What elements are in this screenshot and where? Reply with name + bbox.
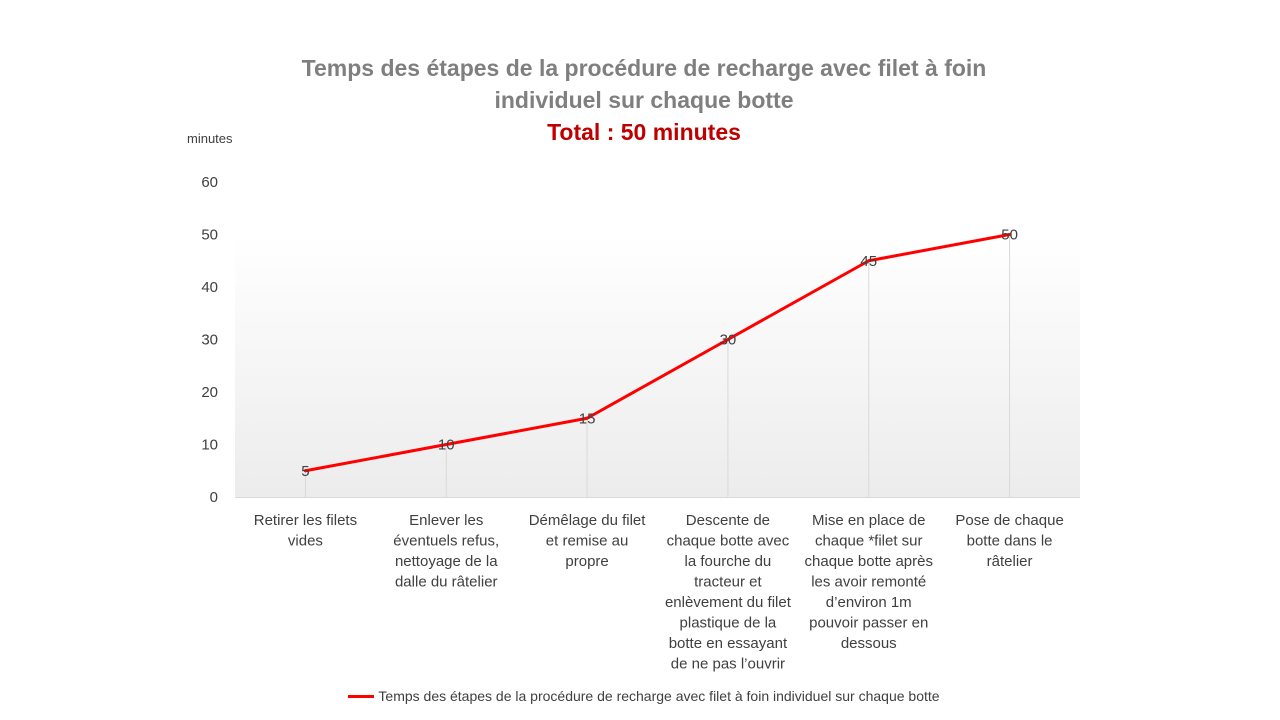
x-category-label: Retirer les filets vides	[254, 512, 357, 550]
series-line	[303, 233, 1012, 473]
data-label: 10	[438, 437, 455, 454]
x-category-label-line: enlèvement du filet	[665, 594, 792, 611]
x-category-label-line: éventuels refus,	[393, 533, 499, 550]
x-category-label-line: Retirer les filets	[254, 512, 357, 529]
x-category-label-line: et remise au	[546, 533, 629, 550]
data-point	[726, 338, 730, 341]
data-label: 30	[720, 332, 737, 349]
data-label: 50	[1001, 227, 1018, 244]
x-axis: Retirer les filets vides Enlever les éventu…	[254, 512, 1064, 673]
x-category-label-line: dessous	[841, 635, 897, 652]
y-tick-label: 20	[201, 384, 218, 401]
x-category-label-line: la fourche du	[685, 553, 772, 570]
chart-subtitle: Total : 50 minutes	[547, 119, 741, 145]
y-axis: 0 10 20 30 40 50 60	[201, 174, 218, 506]
chart-title-line-2: individuel sur chaque botte	[494, 87, 794, 113]
x-category-label: Descente de chaque botte avec la fourche d…	[665, 512, 792, 673]
x-category-label-line: plastique de la	[680, 615, 777, 632]
y-tick-label: 50	[201, 227, 218, 244]
legend-label: Temps des étapes de la procédure de rech…	[378, 688, 940, 704]
y-tick-label: 10	[201, 437, 218, 454]
x-category-label-line: Enlever les	[409, 512, 483, 529]
x-category-label-line: pouvoir passer en	[809, 615, 928, 632]
y-tick-label: 60	[201, 174, 218, 191]
y-axis-unit-label: minutes	[187, 131, 233, 146]
x-category-label-line: chaque botte avec	[667, 533, 790, 550]
x-category-label-line: les avoir remonté	[811, 574, 926, 591]
x-category-label-line: Pose de chaque	[955, 512, 1063, 529]
y-tick-label: 0	[210, 489, 218, 506]
data-labels: 5 10 15 30 45 50	[301, 227, 1018, 480]
x-category-label-line: vides	[288, 533, 323, 550]
x-category-label: Enlever les éventuels refus, nettoyage de …	[393, 512, 499, 591]
x-category-label-line: chaque *filet sur	[815, 533, 923, 550]
data-point	[1008, 233, 1012, 236]
x-category-label-line: Mise en place de	[812, 512, 925, 529]
x-category-label-line: propre	[565, 553, 608, 570]
x-category-label: Démêlage du filet et remise au propre	[529, 512, 647, 570]
x-category-label-line: de ne pas l’ouvrir	[671, 656, 785, 673]
y-tick-label: 30	[201, 332, 218, 349]
data-point	[585, 416, 589, 420]
x-category-label-line: dalle du râtelier	[395, 574, 498, 591]
drop-lines	[304, 234, 1011, 497]
x-category-label-line: botte en essayant	[669, 635, 788, 652]
x-category-label-line: tracteur et	[694, 574, 762, 591]
legend-swatch	[348, 694, 375, 698]
x-category-label-line: Descente de	[686, 512, 770, 529]
plot-area	[235, 234, 1080, 497]
data-point	[444, 443, 448, 446]
y-tick-label: 40	[201, 279, 218, 296]
x-category-label: Mise en place de chaque *filet sur chaque …	[805, 512, 933, 652]
x-category-label-line: nettoyage de la	[395, 553, 498, 570]
data-label: 45	[860, 253, 877, 270]
x-category-label-line: d’environ 1m	[826, 594, 912, 611]
series-lines	[303, 233, 1012, 473]
x-category-label-line: râtelier	[987, 553, 1033, 570]
chart-title-block: Temps des étapes de la procédure de rech…	[0, 52, 1280, 148]
data-label: 15	[579, 410, 596, 427]
x-category-label: Pose de chaque botte dans le râtelier	[955, 512, 1063, 570]
data-point	[867, 259, 871, 263]
legend: Temps des étapes de la procédure de rech…	[0, 688, 1280, 704]
x-category-label-line: botte dans le	[967, 533, 1053, 550]
x-category-label-line: Démêlage du filet	[529, 512, 647, 529]
x-category-label-line: chaque botte après	[805, 553, 933, 570]
chart-title-line-1: Temps des étapes de la procédure de rech…	[301, 55, 987, 81]
data-label: 5	[301, 463, 309, 480]
data-point	[303, 469, 307, 473]
